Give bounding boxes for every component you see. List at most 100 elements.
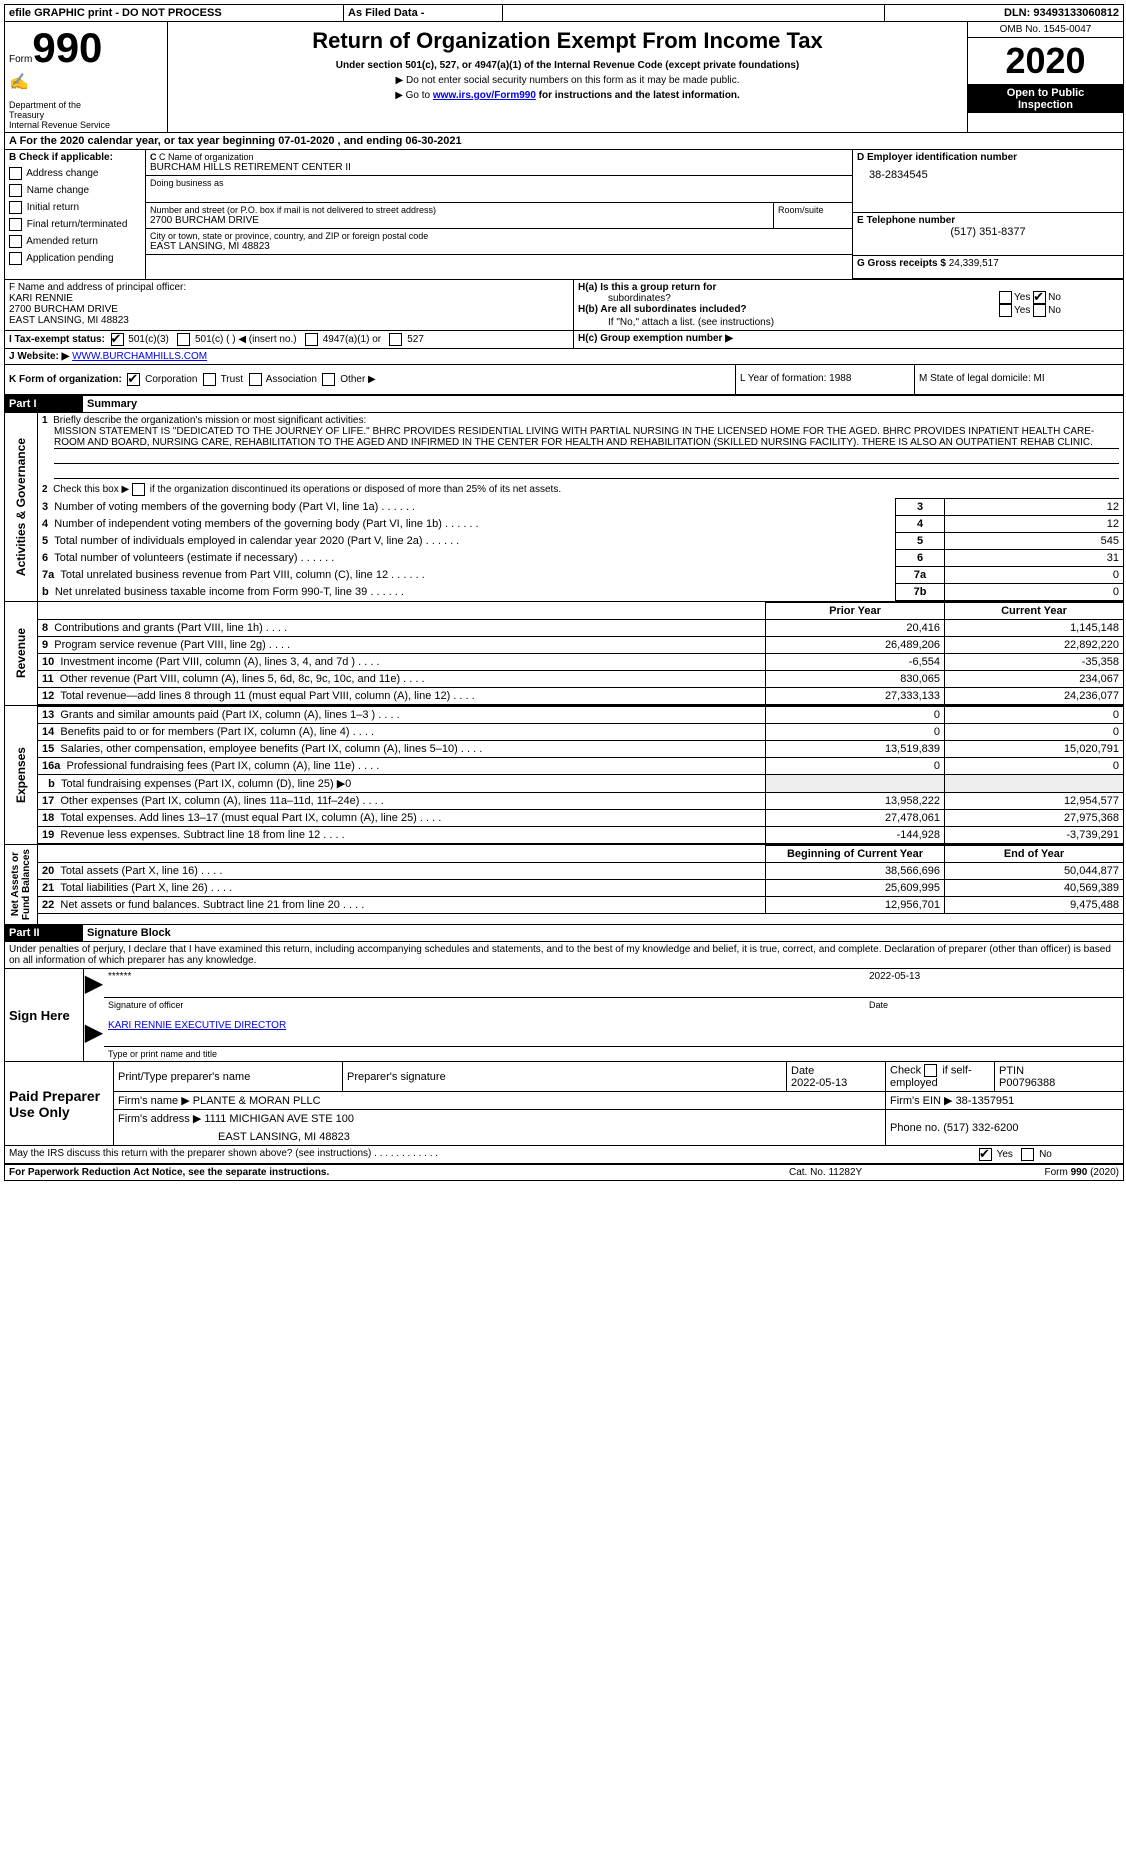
discuss-no-checkbox[interactable] <box>1021 1148 1034 1161</box>
b-checkbox[interactable] <box>9 252 22 265</box>
entity-info: B Check if applicable: Address change Na… <box>5 150 1123 279</box>
ha-yes: Yes <box>1014 292 1030 303</box>
footer-row: For Paperwork Reduction Act Notice, see … <box>5 1165 1123 1180</box>
firm-addr1: 1111 MICHIGAN AVE STE 100 <box>204 1113 354 1125</box>
efile-notice: efile GRAPHIC print - DO NOT PROCESS <box>5 5 344 21</box>
section-deg: D Employer identification number 38-2834… <box>852 150 1123 279</box>
phone-value: (517) 351-8377 <box>857 226 1119 238</box>
irs-link[interactable]: www.irs.gov/Form990 <box>433 90 536 101</box>
e-label: E Telephone number <box>857 215 1119 226</box>
501c3-checkbox[interactable] <box>111 333 124 346</box>
data-row: 12 Total revenue—add lines 8 through 11 … <box>38 688 1123 705</box>
section-j: J Website: ▶ WWW.BURCHAMHILLS.COM <box>5 348 1123 365</box>
firm-ein: 38-1357951 <box>956 1095 1015 1107</box>
line-a: A For the 2020 calendar year, or tax yea… <box>5 133 1123 150</box>
firm-name: PLANTE & MORAN PLLC <box>193 1095 321 1107</box>
j-label: J Website: ▶ <box>9 351 72 362</box>
side-exp: Expenses <box>5 706 38 845</box>
section-hc: H(c) Group exemption number ▶ <box>574 331 1123 348</box>
self-employed-checkbox[interactable] <box>924 1064 937 1077</box>
line-1: 1 Briefly describe the organization's mi… <box>38 413 1123 481</box>
open-public: Open to Public Inspection <box>968 85 1123 113</box>
summary-row: 7a Total unrelated business revenue from… <box>38 567 1123 584</box>
officer-addr: 2700 BURCHAM DRIVE <box>9 304 569 315</box>
data-row: 10 Investment income (Part VIII, column … <box>38 654 1123 671</box>
i-label: I Tax-exempt status: <box>9 334 105 345</box>
open-line2: Inspection <box>972 99 1119 111</box>
line16b-text: Total fundraising expenses (Part IX, col… <box>61 778 351 790</box>
i-501c: 501(c) ( ) ◀ (insert no.) <box>195 334 297 345</box>
summary-row: b Net unrelated business taxable income … <box>38 584 1123 601</box>
summary-row: 5 Total number of individuals employed i… <box>38 533 1123 550</box>
discuss-text: May the IRS discuss this return with the… <box>9 1148 438 1159</box>
k-corp: Corporation <box>145 374 197 385</box>
b-checkbox[interactable] <box>9 235 22 248</box>
hb-no-checkbox[interactable] <box>1033 304 1046 317</box>
ha-no-checkbox[interactable] <box>1033 291 1046 304</box>
i-501c3: 501(c)(3) <box>128 334 169 345</box>
summary-row: 3 Number of voting members of the govern… <box>38 499 1123 516</box>
side-ag: Activities & Governance <box>5 413 38 602</box>
prep-date: 2022-05-13 <box>791 1077 847 1089</box>
data-row: 15 Salaries, other compensation, employe… <box>38 741 1123 758</box>
form-title: Return of Organization Exempt From Incom… <box>172 28 963 54</box>
b-checkbox[interactable] <box>9 167 22 180</box>
side-rev-label: Revenue <box>12 624 30 682</box>
ein-value: 38-2834545 <box>869 169 1119 181</box>
prep-h2: Preparer's signature <box>343 1062 787 1092</box>
line1-num: 1 <box>42 415 48 426</box>
org-name: BURCHAM HILLS RETIREMENT CENTER II <box>150 162 848 173</box>
501c-checkbox[interactable] <box>177 333 190 346</box>
sig-stars: ****** <box>104 969 865 984</box>
sig-date-label: Date <box>865 998 1123 1012</box>
dln: DLN: 93493133060812 <box>885 5 1123 21</box>
b-checkbox[interactable] <box>9 184 22 197</box>
527-checkbox[interactable] <box>389 333 402 346</box>
k-trust: Trust <box>221 374 243 385</box>
sign-here-section: Sign Here ▶ ****** 2022-05-13 Signature … <box>5 969 1123 1062</box>
open-line1: Open to Public <box>972 87 1119 99</box>
trust-checkbox[interactable] <box>203 373 216 386</box>
k-assoc: Association <box>266 374 317 385</box>
preparer-section: Paid Preparer Use Only Print/Type prepar… <box>5 1062 1123 1146</box>
website-link[interactable]: WWW.BURCHAMHILLS.COM <box>72 351 207 362</box>
firm-name-label: Firm's name ▶ <box>118 1095 190 1107</box>
header-spacer <box>503 5 885 21</box>
b-label: B Check if applicable: <box>5 150 145 165</box>
sig-officer-label: Signature of officer <box>104 998 865 1012</box>
summary-row: 6 Total number of volunteers (estimate i… <box>38 550 1123 567</box>
part1-header: Part I Summary <box>5 396 1123 413</box>
mission-text: MISSION STATEMENT IS "DEDICATED TO THE J… <box>54 426 1119 449</box>
b-checkbox[interactable] <box>9 201 22 214</box>
assoc-checkbox[interactable] <box>249 373 262 386</box>
b-item: Address change <box>5 165 145 182</box>
i-527: 527 <box>407 334 424 345</box>
line1-text: Briefly describe the organization's miss… <box>53 415 366 426</box>
line-16b: b Total fundraising expenses (Part IX, c… <box>38 775 1123 793</box>
4947-checkbox[interactable] <box>305 333 318 346</box>
k-other: Other ▶ <box>340 374 375 385</box>
signer-name-link[interactable]: KARI RENNIE EXECUTIVE DIRECTOR <box>108 1020 286 1031</box>
preparer-label: Paid Preparer Use Only <box>5 1086 113 1122</box>
firm-ein-label: Firm's EIN ▶ <box>890 1095 953 1107</box>
corp-checkbox[interactable] <box>127 373 140 386</box>
hb-yes-checkbox[interactable] <box>999 304 1012 317</box>
b-checkbox[interactable] <box>9 218 22 231</box>
ha-yes-checkbox[interactable] <box>999 291 1012 304</box>
section-h: H(a) Is this a group return for subordin… <box>574 280 1123 330</box>
other-checkbox[interactable] <box>322 373 335 386</box>
paperwork-notice: For Paperwork Reduction Act Notice, see … <box>9 1167 789 1178</box>
hb-no: No <box>1048 305 1061 316</box>
data-row: 14 Benefits paid to or for members (Part… <box>38 724 1123 741</box>
ag-content: 1 Briefly describe the organization's mi… <box>38 413 1123 602</box>
discuss-yes-checkbox[interactable] <box>979 1148 992 1161</box>
b-item: Amended return <box>5 233 145 250</box>
line2-checkbox[interactable] <box>132 483 145 496</box>
hb-note: If "No," attach a list. (see instruction… <box>608 317 1119 328</box>
line-2: 2 Check this box ▶ if the organization d… <box>38 481 1123 498</box>
net-table: Beginning of Current Year End of Year 20… <box>38 845 1123 914</box>
perjury-text: Under penalties of perjury, I declare th… <box>5 942 1123 969</box>
dept-line3: Internal Revenue Service <box>9 120 163 130</box>
section-i: I Tax-exempt status: 501(c)(3) 501(c) ( … <box>5 331 574 348</box>
sign-here-label: Sign Here <box>5 1006 83 1025</box>
